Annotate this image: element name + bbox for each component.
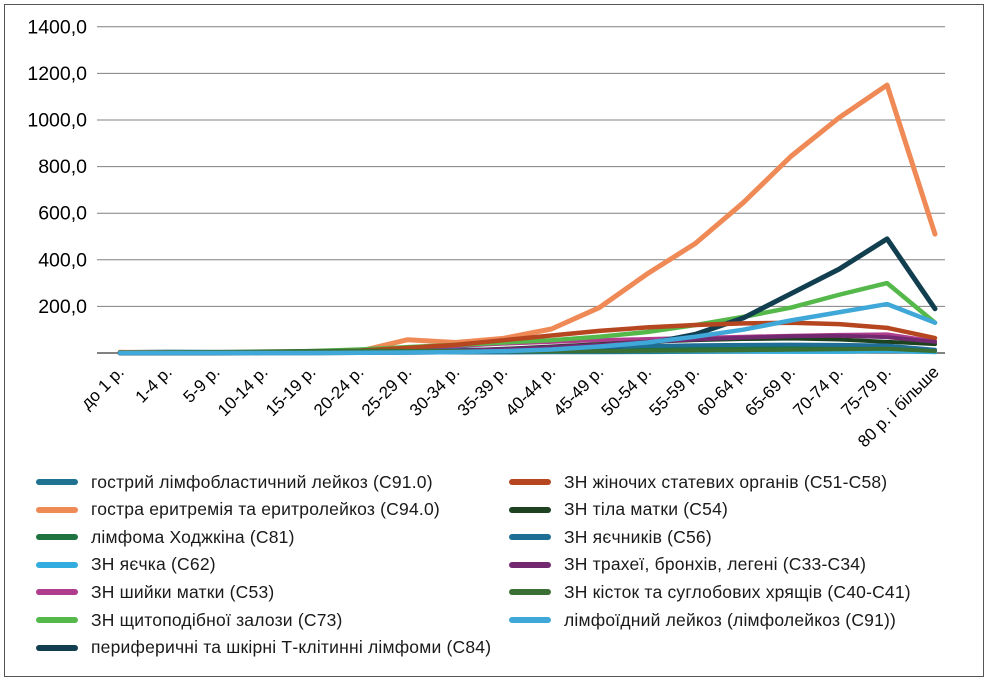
x-axis-tick-label: до 1 р. <box>77 362 128 413</box>
x-axis-tick-label: 60-64 р. <box>694 362 752 420</box>
legend-item: ЗН щитоподібної залози (С73) <box>36 609 343 631</box>
legend-label: ЗН щитоподібної залози (С73) <box>91 609 343 630</box>
series-line <box>117 82 938 356</box>
legend-color-swatch <box>36 561 78 568</box>
line-chart-plot-area: 1400,0 1200,0 1000,0 800,0 600,0 400,0 200,0 до… <box>27 16 945 451</box>
legend-label: ЗН яєчників (С56) <box>564 526 712 547</box>
legend-item: ЗН тіла матки (С54) <box>509 499 728 521</box>
y-axis-tick-label: 800,0 <box>38 156 87 178</box>
y-axis-tick-label: 1200,0 <box>27 63 87 85</box>
x-axis-tick-label: 30-34 р. <box>406 362 464 420</box>
x-axis-tick-label: 55-59 р. <box>646 362 704 420</box>
x-axis-tick-label: 50-54 р. <box>598 362 656 420</box>
x-axis-tick-label: 15-19 р. <box>262 362 320 420</box>
series-line <box>117 301 938 356</box>
y-axis-tick-label: 400,0 <box>38 249 87 271</box>
legend-color-swatch <box>36 644 78 651</box>
x-axis-tick-label: 35-39 р. <box>454 362 512 420</box>
legend-label: лімфоїдний лейкоз (лімфолейкоз (С91)) <box>564 609 897 630</box>
legend-color-swatch <box>509 589 551 596</box>
legend-color-swatch <box>509 617 551 623</box>
legend-item: ЗН жіночих статевих органів (С51-С58) <box>509 471 887 493</box>
legend-color-swatch <box>36 589 78 596</box>
x-axis-tick-label: 40-44 р. <box>502 362 560 420</box>
x-axis-tick-label: 10-14 р. <box>214 362 272 420</box>
y-axis-tick-label: 200,0 <box>38 296 87 318</box>
legend-label: лімфома Ходжкіна (С81) <box>91 526 295 547</box>
x-axis-tick-label: 70-74 р. <box>789 362 847 420</box>
legend-color-swatch <box>36 534 78 541</box>
legend-color-swatch <box>509 479 551 485</box>
y-axis-tick-label: 1400,0 <box>27 16 87 38</box>
legend-label: ЗН тіла матки (С54) <box>564 499 729 520</box>
legend-label: ЗН яєчка (С62) <box>91 554 216 575</box>
x-axis-tick-label: 5-9 р. <box>180 362 224 406</box>
legend-item: периферичні та шкірні Т-клітинні лімфоми… <box>36 637 491 659</box>
legend-label: ЗН трахеї, бронхів, легені (С33-С34) <box>564 554 867 575</box>
legend-label: ЗН кісток та суглобових хрящів (С40-С41) <box>564 581 911 602</box>
x-axis-tick-label: 25-29 р. <box>358 362 416 420</box>
legend-color-swatch <box>509 534 551 541</box>
legend-item: ЗН кісток та суглобових хрящів (С40-С41) <box>509 581 911 603</box>
legend-color-swatch <box>509 506 551 513</box>
legend-item: лімфоїдний лейкоз (лімфолейкоз (С91)) <box>509 609 896 631</box>
legend-label: ЗН шийки матки (С53) <box>91 581 275 602</box>
y-axis-tick-label: 1000,0 <box>27 110 87 132</box>
legend-color-swatch <box>509 561 551 568</box>
legend-item: гостра еритремія та еритролейкоз (С94.0) <box>36 499 440 521</box>
legend-label: гострий лімфобластичний лейкоз (С91.0) <box>91 471 433 492</box>
legend-item: гострий лімфобластичний лейкоз (С91.0) <box>36 471 433 493</box>
x-axis-tick-label: 45-49 р. <box>550 362 608 420</box>
legend-item: ЗН трахеї, бронхів, легені (С33-С34) <box>509 554 866 576</box>
legend-label: периферичні та шкірні Т-клітинні лімфоми… <box>91 637 492 658</box>
legend-color-swatch <box>36 506 78 513</box>
legend-item: ЗН яєчників (С56) <box>509 526 712 548</box>
legend-item: лімфома Ходжкіна (С81) <box>36 526 295 548</box>
legend-item: ЗН шийки матки (С53) <box>36 581 274 603</box>
legend-label: гостра еритремія та еритролейкоз (С94.0) <box>91 499 440 520</box>
legend-item: ЗН яєчка (С62) <box>36 554 216 576</box>
x-axis-tick-label: 1-4 р. <box>132 362 176 406</box>
x-axis-tick-label: 65-69 р. <box>741 362 799 420</box>
x-axis-tick-label: 20-24 р. <box>310 362 368 420</box>
legend-color-swatch <box>36 479 78 485</box>
y-axis-tick-label: 600,0 <box>38 203 87 225</box>
legend-color-swatch <box>36 617 78 623</box>
legend-label: ЗН жіночих статевих органів (С51-С58) <box>564 471 888 492</box>
